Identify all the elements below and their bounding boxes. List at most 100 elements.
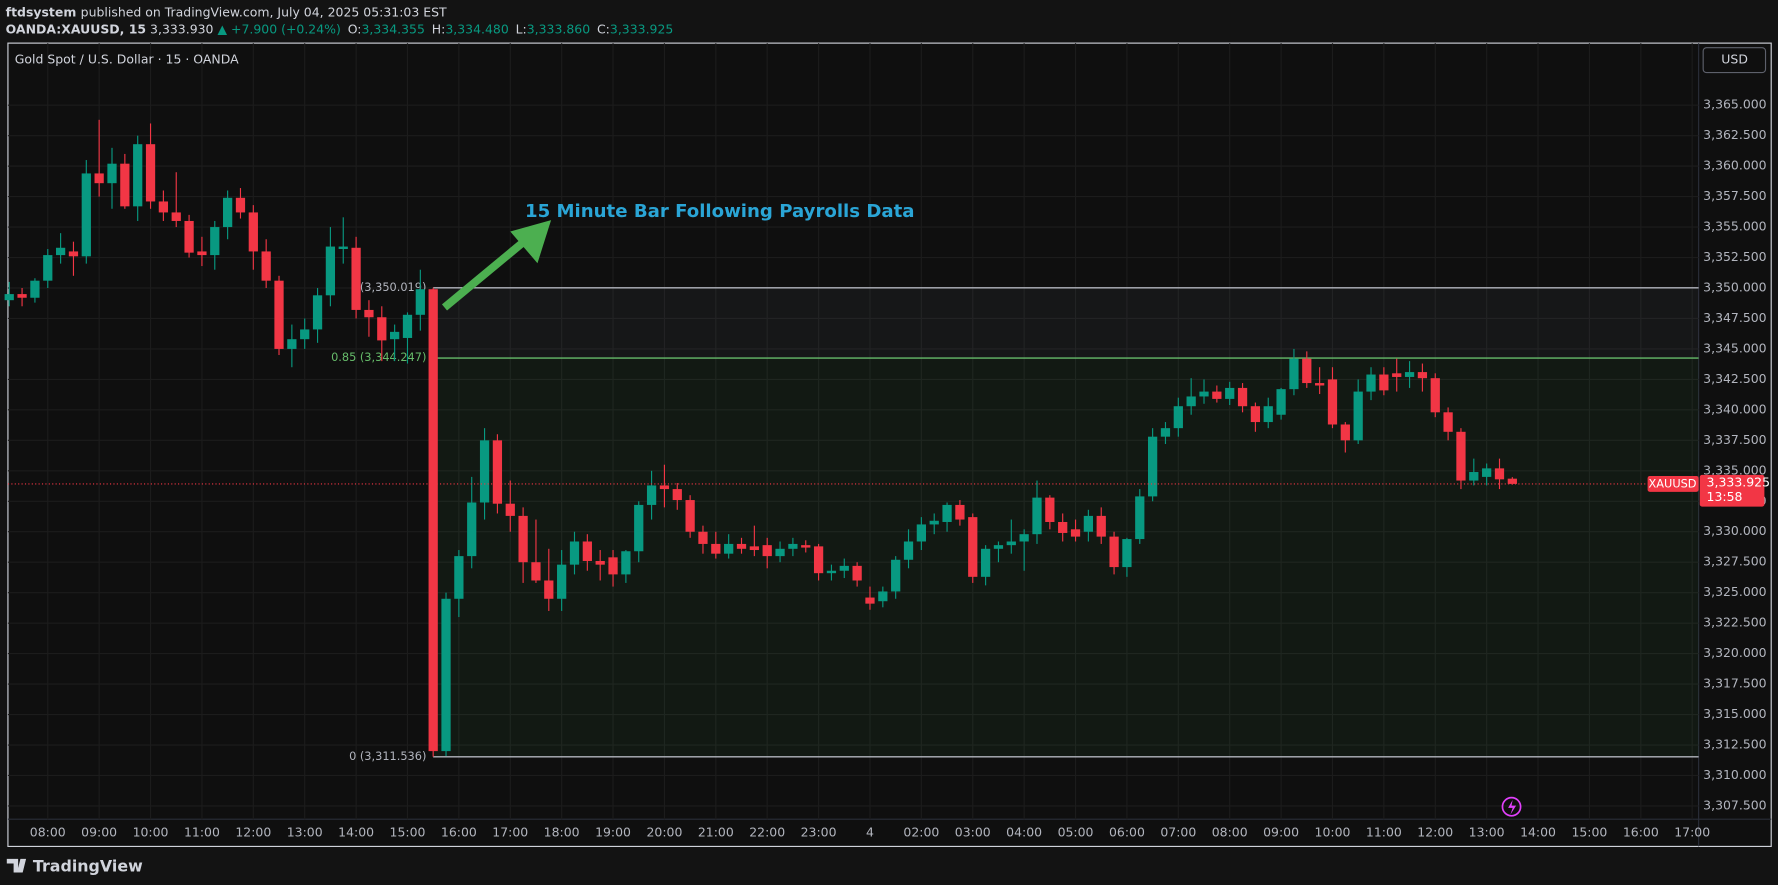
candle-body [55,247,66,256]
candle-body [749,546,759,551]
y-tick-label: 3,320.000 [1703,645,1767,660]
candle-body [441,598,451,752]
y-tick-label: 3,350.000 [1703,279,1767,294]
y-tick-label: 3,315.000 [1703,706,1767,721]
author: ftdsystem [6,4,77,19]
candle-body [903,541,914,560]
candle-body [582,541,592,561]
candle-body [300,329,310,340]
candle-body [1366,374,1376,392]
candle-body [518,515,528,563]
candle-body [736,543,747,549]
y-tick-label: 3,342.500 [1703,371,1767,386]
ohlc-key: O: [348,21,362,36]
candle-body [428,289,438,752]
candle-body [364,309,374,318]
x-tick-label: 03:00 [955,824,991,839]
candle-body [801,545,811,548]
x-tick-label: 17:00 [492,824,528,839]
x-tick-label: 02:00 [903,824,939,839]
candle-body [402,314,413,338]
x-tick-label: 20:00 [646,824,682,839]
x-tick-label: 07:00 [1160,824,1196,839]
candle-body [839,565,849,571]
y-tick-label: 3,355.000 [1703,219,1767,234]
ohlc-value: 3,333.925 [610,21,673,36]
candle-body [955,504,965,520]
price-tag [1699,474,1765,507]
candle-body [492,440,503,504]
candle-body [390,331,400,340]
y-tick-label: 3,357.500 [1703,188,1767,203]
x-tick-label: 14:00 [1520,824,1556,839]
candle-body [68,251,79,257]
candle-body [197,251,207,256]
x-tick-label: 14:00 [338,824,374,839]
publish-line: ftdsystem published on TradingView.com, … [6,4,447,19]
pane-title: Gold Spot / U.S. Dollar · 15 · OANDA [15,52,239,67]
candle-body [325,246,336,296]
candle-body [929,520,939,525]
candle-body [222,197,233,228]
candle-body [1443,412,1453,432]
candle-body [826,570,837,574]
candle-body [891,559,901,592]
candle-body [1032,497,1042,535]
candle-body [1160,428,1171,437]
candle-body [1058,521,1068,533]
candle-body [312,295,323,330]
y-tick-label: 3,312.500 [1703,737,1767,752]
candle-body [711,543,721,554]
candle-body [569,541,580,565]
candle-body [1225,387,1235,399]
annotation: 15 Minute Bar Following Payrolls Data [525,201,915,222]
candle-body [852,565,862,581]
candle-body [158,201,169,213]
candle-body [338,246,348,249]
candle-body [1173,406,1183,429]
candle-body [916,524,926,542]
candle-body [133,144,143,207]
x-tick-label: 12:00 [235,824,271,839]
y-tick-label: 3,310.000 [1703,767,1767,782]
candle-body [120,163,130,207]
currency-button[interactable] [1702,47,1767,74]
fib-label: (3,350.019) [360,280,426,294]
candle-body [1430,378,1440,413]
candle-body [659,485,670,490]
y-tick-label: 3,340.000 [1703,401,1767,416]
x-tick-label: 16:00 [1623,824,1659,839]
candle-body [415,289,425,315]
candle-body [261,251,271,281]
candle-body [4,294,14,301]
symbol-tag-label: XAUUSD [1649,476,1697,490]
candle-body [1186,396,1196,407]
candle-body [1109,536,1119,568]
arrow-head [510,220,552,264]
candle-body [993,545,1004,549]
candle-body [1083,515,1094,532]
y-tick-label: 3,352.500 [1703,249,1767,264]
currency[interactable]: USD [1721,52,1748,67]
y-tick-label: 3,335.000 [1703,462,1767,477]
candle-body [377,317,387,341]
candle-body [248,212,258,252]
x-tick-label: 18:00 [544,824,580,839]
candle-body [171,212,181,221]
x-tick-label: 05:00 [1058,824,1094,839]
candle-body [531,562,541,581]
x-tick-label: 13:00 [287,824,323,839]
fib-label: 0.85 (3,344.247) [331,350,426,364]
candle-body [1250,406,1261,423]
candle-body [30,280,40,298]
candle-body [557,564,567,599]
x-tick-label: 16:00 [441,824,477,839]
candle-body [43,255,53,281]
price-tag-label: 3,333.925 [1707,474,1770,489]
candle-body [1199,391,1209,397]
candle-body [724,543,734,554]
x-tick-label: 10:00 [1315,824,1351,839]
x-tick-label: 19:00 [595,824,631,839]
alert-icon[interactable] [1501,796,1522,817]
